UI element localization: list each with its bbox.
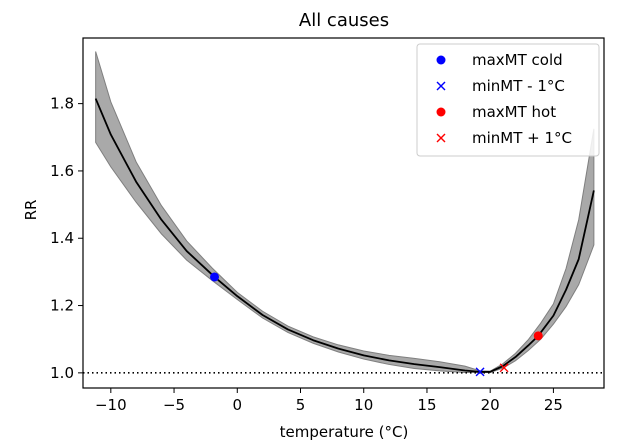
- x-tick-label: 0: [233, 396, 243, 414]
- legend-label: maxMT hot: [472, 103, 556, 121]
- chart-title: All causes: [299, 10, 389, 31]
- legend-marker: [436, 81, 446, 91]
- legend-marker: [436, 107, 446, 117]
- x-tick-label: 10: [354, 396, 373, 414]
- y-tick-label: 1.0: [50, 364, 74, 382]
- legend-label: maxMT cold: [472, 51, 563, 69]
- x-tick-label: 5: [296, 396, 306, 414]
- y-tick-label: 1.6: [50, 162, 74, 180]
- legend-marker: [436, 55, 446, 65]
- y-tick-label: 1.8: [50, 95, 74, 113]
- legend-label: minMT + 1°C: [472, 129, 572, 147]
- y-tick-label: 1.4: [50, 229, 74, 247]
- legend-label: minMT - 1°C: [472, 77, 565, 95]
- x-axis-label: temperature (°C): [280, 423, 409, 441]
- x-tick-label: −5: [163, 396, 185, 414]
- marker-2: [475, 367, 485, 377]
- plot-content: [83, 51, 604, 377]
- x-tick-label: −10: [95, 396, 127, 414]
- marker-3: [533, 331, 543, 341]
- marker-4: [499, 363, 509, 373]
- y-tick-label: 1.2: [50, 297, 74, 315]
- x-tick-label: 20: [481, 396, 500, 414]
- marker-1: [210, 272, 220, 282]
- plot-area: −10 −5 0 5 10 15 20 25 1.0 1.2 1.4 1.6 1.8: [50, 37, 605, 414]
- legend: maxMT cold minMT - 1°C maxMT hot minMT + 1°…: [416, 43, 600, 157]
- axes-frame: [82, 37, 605, 389]
- x-tick-label: 25: [544, 396, 563, 414]
- confidence-band: [95, 51, 595, 374]
- rr-curve: [94, 98, 595, 373]
- legend-marker: [436, 133, 446, 143]
- y-axis-label: RR: [22, 200, 40, 221]
- x-tick-label: 15: [417, 396, 436, 414]
- legend-box: [416, 43, 600, 157]
